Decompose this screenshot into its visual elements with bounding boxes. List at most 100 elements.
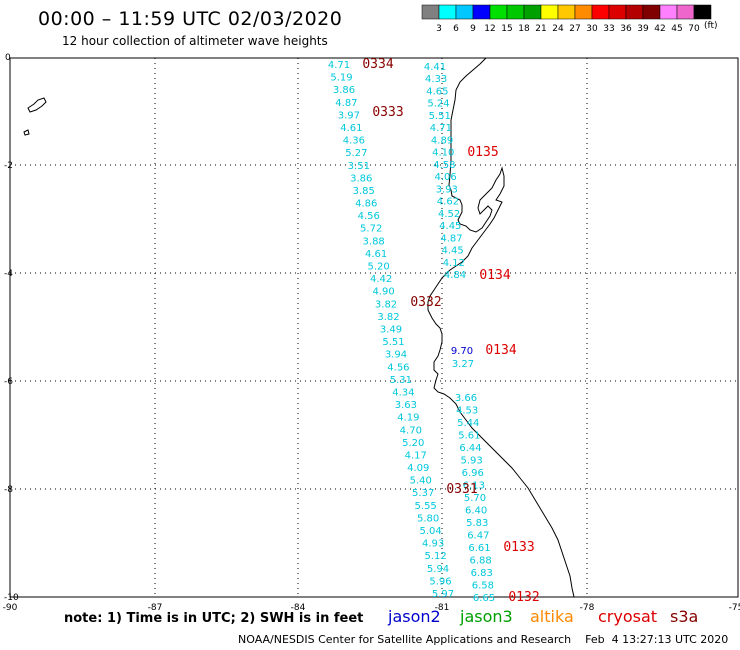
wave-height-value: 4.56 — [358, 211, 380, 222]
wave-height-value: 4.86 — [355, 199, 377, 210]
wave-height-value: 5.20 — [367, 262, 389, 273]
wave-height-value: 6.44 — [459, 443, 481, 454]
wave-height-value: 5.55 — [415, 501, 437, 512]
colorbar-swatch — [574, 4, 593, 20]
wave-height-value: 4.45 — [439, 221, 461, 232]
pass-time-label: 0134 — [479, 268, 510, 283]
pass-time-label: 0334 — [362, 57, 393, 72]
colorbar-swatch — [523, 4, 542, 20]
wave-height-value: 4.56 — [387, 362, 409, 373]
y-axis-tick-label: -2 — [4, 161, 13, 171]
wave-height-value: 4.09 — [407, 463, 429, 474]
wave-height-value: 3.86 — [333, 85, 355, 96]
wave-height-value: 3.88 — [363, 236, 385, 247]
wave-height-value: 3.86 — [350, 173, 372, 184]
wave-height-value: 3.27 — [452, 359, 474, 370]
map-frame — [9, 57, 739, 598]
wave-height-value: 4.58 — [433, 160, 455, 171]
wave-height-value: 5.97 — [432, 589, 454, 600]
wave-height-value: 4.93 — [422, 539, 444, 550]
wave-height-value: 4.33 — [425, 74, 447, 85]
wave-height-value: 5.93 — [460, 456, 482, 467]
wave-height-value: 3.66 — [455, 393, 477, 404]
wave-height-value: 5.80 — [417, 513, 439, 524]
colorbar-tick-label: 9 — [470, 24, 476, 34]
wave-height-value: 4.10 — [432, 148, 454, 159]
wave-height-value: 4.12 — [443, 258, 465, 269]
pass-time-label: 0331 — [446, 482, 477, 497]
wave-height-value: 4.62 — [437, 197, 459, 208]
wave-height-value: 4.87 — [440, 233, 462, 244]
colorbar-tick-label: 18 — [518, 24, 530, 34]
x-axis-tick-label: -81 — [435, 603, 450, 613]
wave-height-value: 5.20 — [402, 438, 424, 449]
pass-time-label: 0135 — [467, 145, 498, 160]
colorbar-units: (ft) — [704, 21, 718, 31]
wave-height-value: 6.40 — [465, 506, 487, 517]
colorbar-swatch — [642, 4, 661, 20]
wave-height-value: 4.87 — [335, 98, 357, 109]
page-title: 00:00 – 11:59 UTC 02/03/2020 — [38, 8, 343, 30]
wave-height-value: 6.96 — [462, 468, 484, 479]
wave-height-value: 4.06 — [434, 172, 456, 183]
credit-line: NOAA/NESDIS Center for Satellite Applica… — [238, 633, 729, 646]
wave-height-value: 4.65 — [426, 86, 448, 97]
colorbar-tick-label: 33 — [603, 24, 614, 34]
wave-height-value: 6.13 — [463, 481, 485, 492]
colorbar-tick-label: 36 — [620, 24, 632, 34]
wave-height-value: 6.88 — [469, 556, 491, 567]
wave-height-value: 5.96 — [429, 576, 451, 587]
colorbar-tick-label: 21 — [535, 24, 546, 34]
colorbar-tick-label: 30 — [586, 24, 598, 34]
colorbar-tick-label: 24 — [552, 24, 564, 34]
wave-height-value: 9.70 — [451, 346, 473, 357]
wave-height-value: 5.44 — [457, 418, 479, 429]
x-axis-tick-label: -84 — [291, 603, 306, 613]
colorbar-swatch — [557, 4, 576, 20]
wave-height-value: 4.70 — [400, 425, 422, 436]
x-axis-tick-label: -87 — [148, 603, 163, 613]
colorbar-swatch — [455, 4, 474, 20]
wave-height-value: 5.40 — [410, 476, 432, 487]
wave-height-value: 4.53 — [456, 406, 478, 417]
wave-height-value: 3.85 — [353, 186, 375, 197]
y-axis-tick-label: 0 — [5, 53, 11, 63]
colorbar-tick-label: 12 — [484, 24, 495, 34]
wave-height-value: 6.83 — [471, 568, 493, 579]
pass-time-label: 0332 — [410, 295, 441, 310]
wave-height-value: 4.36 — [343, 136, 365, 147]
wave-height-value: 4.61 — [340, 123, 362, 134]
y-axis-tick-label: -6 — [4, 377, 13, 387]
legend-s3a: s3a — [670, 607, 699, 626]
wave-height-value: 5.83 — [466, 518, 488, 529]
wave-height-value: 5.51 — [429, 111, 451, 122]
colorbar-swatch — [676, 4, 695, 20]
wave-height-value: 6.58 — [472, 581, 494, 592]
colorbar-swatch — [438, 4, 457, 20]
footer-note: note: 1) Time is in UTC; 2) SWH is in fe… — [64, 611, 364, 626]
colorbar-swatch — [472, 4, 491, 20]
wave-height-colorbar: 3 6 9 12 15 18 21 24 27 30 33 36 39 42 45 70 — [421, 4, 712, 34]
colorbar-tick-label: 27 — [569, 24, 580, 34]
wave-height-value: 5.70 — [464, 493, 486, 504]
wave-height-value: 4.17 — [405, 450, 427, 461]
wave-height-value: 3.51 — [348, 161, 370, 172]
y-axis-tick-label: -10 — [4, 593, 19, 603]
wave-height-value: 4.42 — [370, 274, 392, 285]
wave-height-value: 4.52 — [438, 209, 460, 220]
wave-height-value: 5.04 — [419, 526, 441, 537]
wave-height-value: 3.49 — [380, 325, 402, 336]
colorbar-tick-label: 39 — [637, 24, 649, 34]
wave-height-value: 4.90 — [372, 287, 394, 298]
island-outline — [27, 97, 47, 113]
legend-cryosat: cryosat — [598, 607, 658, 626]
wave-height-value: 5.94 — [427, 564, 449, 575]
wave-height-value: 5.27 — [345, 148, 367, 159]
pass-time-label: 0132 — [508, 590, 539, 605]
wave-height-value: 5.72 — [360, 224, 382, 235]
wave-height-value: 3.63 — [395, 400, 417, 411]
colorbar-tick-label: 42 — [654, 24, 665, 34]
legend-jason3: jason3 — [460, 607, 513, 626]
coastline — [427, 57, 575, 598]
